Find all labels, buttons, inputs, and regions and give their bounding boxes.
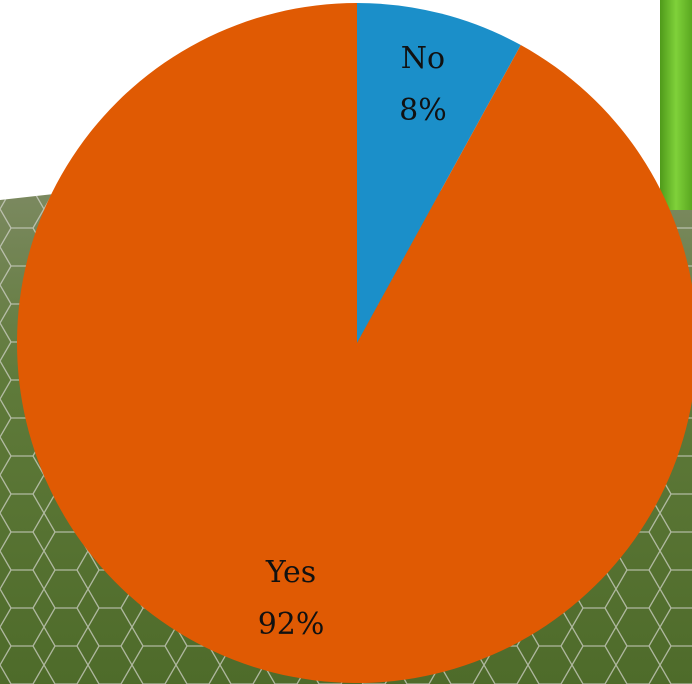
pie-slice [17, 3, 692, 683]
value-label: 8% [399, 93, 447, 128]
pie [17, 3, 692, 683]
labels: No 8% Yes 92% [258, 41, 447, 642]
slice-label: No [401, 41, 445, 76]
slice-label: Yes [265, 555, 316, 590]
pie-slice [357, 3, 521, 343]
value-label: 92% [258, 607, 325, 642]
